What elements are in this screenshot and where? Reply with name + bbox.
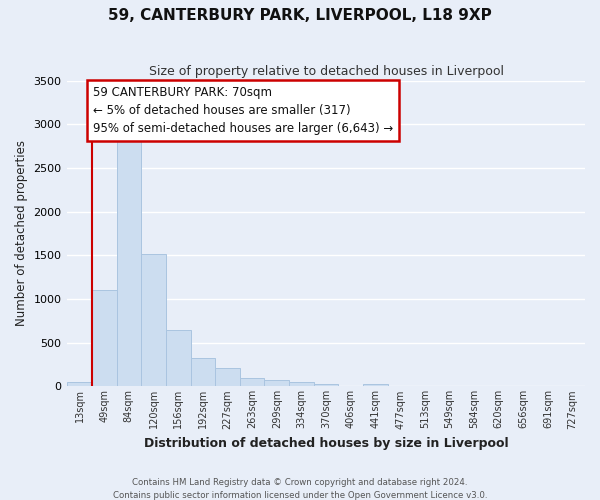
Text: 59, CANTERBURY PARK, LIVERPOOL, L18 9XP: 59, CANTERBURY PARK, LIVERPOOL, L18 9XP — [108, 8, 492, 22]
Text: 59 CANTERBURY PARK: 70sqm
← 5% of detached houses are smaller (317)
95% of semi-: 59 CANTERBURY PARK: 70sqm ← 5% of detach… — [93, 86, 394, 135]
Bar — [166, 330, 191, 386]
Bar — [92, 290, 116, 386]
Title: Size of property relative to detached houses in Liverpool: Size of property relative to detached ho… — [149, 65, 503, 78]
Bar — [289, 382, 314, 386]
Bar — [67, 382, 92, 386]
Bar — [141, 254, 166, 386]
X-axis label: Distribution of detached houses by size in Liverpool: Distribution of detached houses by size … — [144, 437, 508, 450]
Bar — [363, 384, 388, 386]
Bar — [240, 378, 265, 386]
Bar — [265, 380, 289, 386]
Bar — [191, 358, 215, 386]
Y-axis label: Number of detached properties: Number of detached properties — [15, 140, 28, 326]
Text: Contains HM Land Registry data © Crown copyright and database right 2024.
Contai: Contains HM Land Registry data © Crown c… — [113, 478, 487, 500]
Bar — [215, 368, 240, 386]
Bar — [116, 130, 141, 386]
Bar — [314, 384, 338, 386]
